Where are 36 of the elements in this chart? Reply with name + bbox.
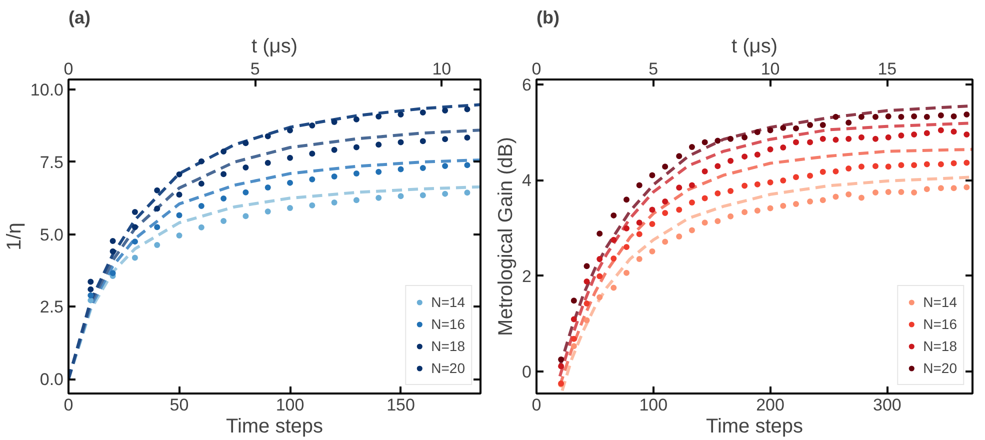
y-tick-label: 7.5 (40, 152, 64, 172)
y-tick-label: 2 (522, 266, 532, 286)
y-tick-label: 0 (522, 362, 532, 382)
legend-label: N=20 (923, 360, 957, 376)
y-tick-label: 0.0 (40, 370, 64, 390)
legend-label: N=20 (431, 360, 465, 376)
x-axis-title: Time steps (226, 416, 324, 438)
legend-label: N=14 (431, 294, 465, 310)
x2-axis-title: t (μs) (732, 36, 778, 58)
x2-tick-label: 15 (878, 60, 897, 78)
legend-label: N=14 (923, 294, 957, 310)
x2-tick-label: 5 (250, 60, 260, 78)
x-tick-label: 100 (639, 396, 668, 414)
x-tick-label: 50 (170, 396, 189, 414)
chart-title: (b) (536, 8, 560, 28)
x2-tick-label: 5 (648, 60, 658, 78)
legend-label: N=18 (431, 338, 465, 354)
y-tick-label: 5.0 (40, 225, 64, 244)
y-tick-label: 10.0 (30, 80, 64, 100)
y-tick-label: 6 (522, 75, 532, 94)
x-axis-title: Time steps (706, 416, 804, 438)
chart-title: (a) (68, 8, 91, 28)
x-tick-label: 100 (276, 396, 304, 414)
y-tick-label: 4 (522, 171, 532, 190)
x-tick-label: 150 (386, 396, 415, 414)
y-axis-title: 1/η (3, 222, 26, 250)
legend-label: N=16 (923, 316, 957, 332)
x-tick-label: 200 (756, 396, 784, 414)
x2-tick-label: 10 (432, 60, 452, 78)
y-tick-label: 2.5 (40, 298, 64, 317)
y-axis-title: Metrological Gain (dB) (495, 137, 518, 336)
x-tick-label: 300 (872, 396, 902, 414)
legend-label: N=16 (431, 316, 465, 332)
legend-label: N=18 (923, 338, 957, 354)
x2-tick-label: 10 (760, 60, 780, 78)
x2-axis-title: t (μs) (252, 36, 298, 58)
